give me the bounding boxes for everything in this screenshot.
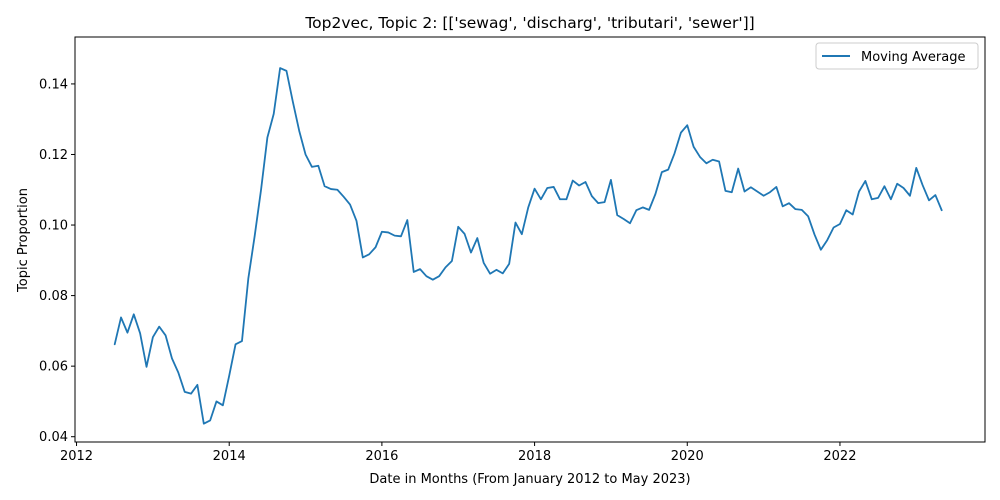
- y-tick-label-0.08: 0.08: [39, 289, 68, 304]
- plot-area: 2012 2014 2016 2018 2020 2022 0.04 0.06 0.08 0.1…: [39, 36, 986, 464]
- legend-entry-moving-average: Moving Average: [861, 50, 965, 65]
- plot-frame: [74, 36, 986, 443]
- x-tick-label-2018: 2018: [518, 449, 551, 464]
- x-tick-label-2012: 2012: [60, 449, 93, 464]
- y-tick-label-0.10: 0.10: [39, 219, 68, 234]
- y-axis: 0.04 0.06 0.08 0.10 0.12 0.14: [39, 77, 75, 445]
- x-tick-label-2016: 2016: [365, 449, 398, 464]
- y-axis-label: Topic Proportion: [16, 188, 31, 293]
- legend: Moving Average: [815, 42, 979, 70]
- x-tick-label-2020: 2020: [671, 449, 704, 464]
- x-tick-label-2022: 2022: [823, 449, 856, 464]
- legend-frame: [815, 42, 979, 70]
- y-tick-label-0.04: 0.04: [39, 430, 68, 445]
- y-tick-label-0.14: 0.14: [39, 77, 68, 92]
- chart-title: Top2vec, Topic 2: [['sewag', 'discharg',…: [304, 14, 754, 32]
- y-tick-label-0.06: 0.06: [39, 360, 68, 375]
- x-tick-label-2014: 2014: [213, 449, 246, 464]
- series-line-moving-average: [113, 67, 943, 425]
- x-axis: 2012 2014 2016 2018 2020 2022: [60, 442, 856, 464]
- x-axis-label: Date in Months (From January 2012 to May…: [369, 472, 690, 487]
- series-layer: [113, 67, 943, 425]
- y-tick-label-0.12: 0.12: [39, 148, 68, 163]
